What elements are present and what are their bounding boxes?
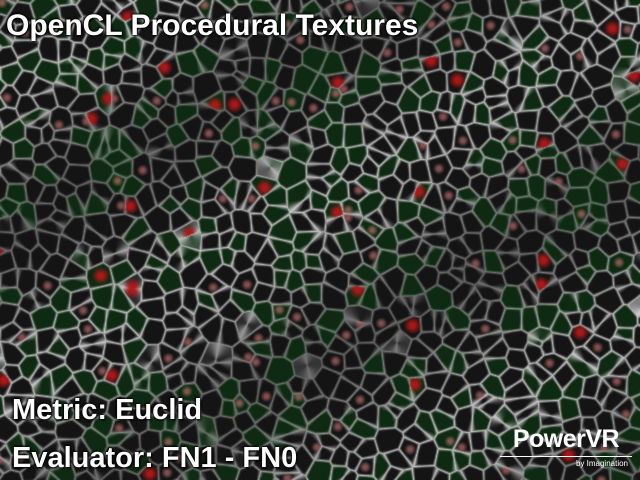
app-title: OpenCL Procedural Textures <box>6 9 419 42</box>
powervr-wordmark: PowerVR <box>512 425 620 453</box>
metric-label: Metric: Euclid <box>12 394 203 426</box>
powervr-logo: PowerVR by Imagination <box>500 423 632 475</box>
logo-tagline: by Imagination <box>575 459 628 468</box>
evaluator-label: Evaluator: FN1 - FN0 <box>12 442 298 474</box>
logo-divider <box>500 456 632 457</box>
